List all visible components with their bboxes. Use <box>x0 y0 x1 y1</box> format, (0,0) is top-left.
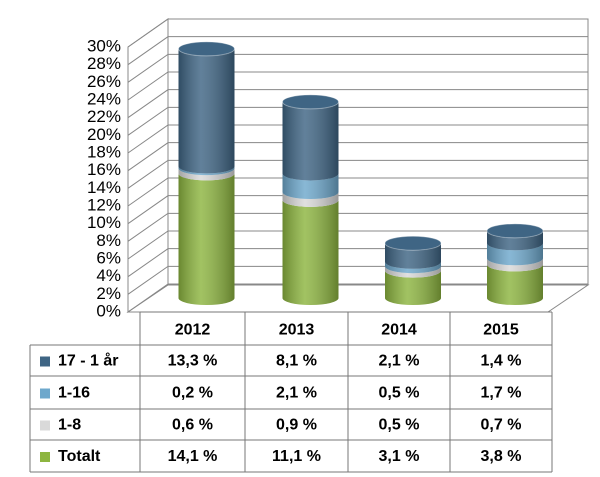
bar-shade <box>178 48 235 174</box>
y-tick-label: 14% <box>87 178 121 197</box>
bar-shade <box>178 168 235 181</box>
x-tick-label: 2014 <box>381 322 417 339</box>
grid-line <box>127 53 588 83</box>
legend-label: 17 - 1 år <box>58 352 118 370</box>
y-tick-label: 2% <box>96 284 121 303</box>
x-tick-label: 2012 <box>175 322 211 339</box>
grid-line <box>127 212 588 242</box>
legend-label: 1-8 <box>58 417 81 434</box>
bar-shade <box>385 243 442 269</box>
y-tick-label: 4% <box>96 266 121 285</box>
chart-walls <box>126 18 590 313</box>
data-label: 0,7 % <box>481 417 522 434</box>
data-label: 0,5 % <box>379 385 420 402</box>
y-tick-label: 8% <box>96 231 121 250</box>
y-tick-label: 10% <box>87 213 121 232</box>
data-label: 3,1 % <box>379 448 420 465</box>
y-tick-label: 24% <box>87 89 121 108</box>
y-tick-label: 0% <box>96 301 121 320</box>
bar-top <box>384 235 442 251</box>
bar-shade <box>282 173 339 200</box>
grid-line <box>127 265 588 295</box>
y-tick-label: 12% <box>87 195 121 214</box>
data-label: 14,1 % <box>168 448 218 465</box>
bar-shade <box>385 266 442 278</box>
legend-swatch <box>40 420 50 431</box>
data-label: 8,1 % <box>276 353 317 370</box>
x-tick-label: 2015 <box>483 322 519 339</box>
grid-line <box>127 106 588 136</box>
y-tick-label: 6% <box>96 248 121 267</box>
bar-top <box>486 223 544 239</box>
grid-line <box>127 71 588 101</box>
legend-swatch <box>40 388 50 399</box>
grid-line <box>127 18 588 48</box>
bar-shade <box>178 173 235 305</box>
grid-line <box>127 230 588 260</box>
data-label: 0,5 % <box>379 417 420 434</box>
bar-top <box>178 41 235 57</box>
y-tick-label: 28% <box>87 54 121 73</box>
grid-line <box>127 142 588 172</box>
data-label: 1,7 % <box>481 385 522 402</box>
bar-shade <box>487 264 543 305</box>
y-tick-label: 20% <box>87 125 121 144</box>
bar-shade <box>282 199 339 305</box>
legend-swatch <box>40 452 50 462</box>
y-tick-label: 30% <box>87 36 121 55</box>
data-label: 0,2 % <box>172 385 213 402</box>
grid-line <box>127 89 588 119</box>
y-tick-label: 22% <box>87 107 121 126</box>
grid-line <box>127 283 588 313</box>
bar-shade <box>282 101 339 181</box>
data-label: 11,1 % <box>272 448 321 465</box>
legend-label: Totalt <box>58 448 101 465</box>
data-label: 3,8 % <box>481 448 522 465</box>
grid-line <box>127 124 588 154</box>
bar-top <box>282 94 339 110</box>
data-label: 1,4 % <box>481 353 522 370</box>
data-label: 0,6 % <box>172 417 213 434</box>
data-label: 2,1 % <box>276 385 317 402</box>
bar-shade <box>385 270 441 305</box>
legend-swatch <box>40 356 50 367</box>
data-label: 0,9 % <box>276 417 317 434</box>
x-tick-label: 2013 <box>279 322 315 339</box>
grid-line <box>127 36 588 66</box>
legend-label: 1-16 <box>58 385 90 402</box>
grid-line <box>127 195 588 225</box>
bar-shade <box>487 258 543 272</box>
bar-shade <box>487 243 543 266</box>
bar-shade <box>385 261 442 274</box>
grid-line <box>127 177 588 207</box>
data-label: 13,3 % <box>168 353 218 370</box>
bar-shade <box>282 192 339 207</box>
bar-shade <box>178 166 235 176</box>
bar-shade <box>487 230 543 251</box>
grid-line <box>127 248 588 278</box>
grid-line <box>127 159 588 189</box>
y-tick-label: 16% <box>87 160 121 179</box>
y-tick-label: 18% <box>87 142 121 161</box>
y-tick-label: 26% <box>87 72 121 91</box>
data-label: 2,1 % <box>379 353 420 370</box>
